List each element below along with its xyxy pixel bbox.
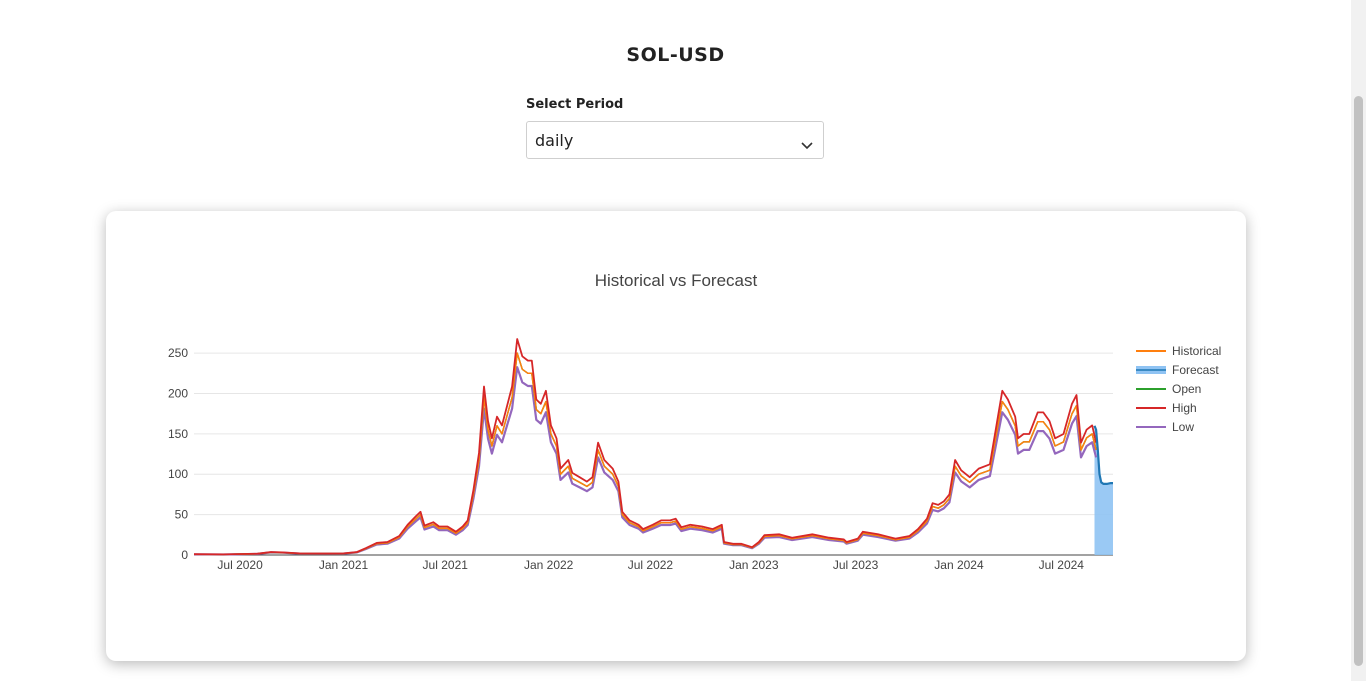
period-label: Select Period bbox=[526, 97, 624, 112]
x-tick-label: Jan 2021 bbox=[319, 558, 369, 572]
open-line bbox=[193, 352, 1097, 556]
chart: Historical vs Forecast Jul 2020 Jan 2021 J… bbox=[168, 271, 1221, 572]
low-line bbox=[193, 366, 1098, 556]
legend-label-open: Open bbox=[1172, 382, 1201, 396]
chart-title: Historical vs Forecast bbox=[595, 271, 758, 290]
legend-label-low: Low bbox=[1172, 420, 1194, 434]
y-tick-label: 150 bbox=[168, 427, 188, 441]
x-tick-label: Jul 2022 bbox=[628, 558, 674, 572]
y-tick-label: 200 bbox=[168, 386, 188, 400]
y-tick-label: 50 bbox=[175, 508, 189, 522]
y-tick-label: 0 bbox=[181, 548, 188, 562]
scrollbar-thumb[interactable] bbox=[1354, 96, 1363, 666]
x-tick-label: Jul 2023 bbox=[833, 558, 879, 572]
legend-label-high: High bbox=[1172, 401, 1197, 415]
x-tick-label: Jul 2021 bbox=[423, 558, 469, 572]
historical-line bbox=[193, 352, 1097, 556]
x-tick-label: Jan 2022 bbox=[524, 558, 574, 572]
scrollbar[interactable] bbox=[1351, 0, 1366, 681]
y-tick-label: 100 bbox=[168, 467, 188, 481]
y-tick-label: 250 bbox=[168, 346, 188, 360]
x-tick-label: Jan 2023 bbox=[729, 558, 779, 572]
legend-label-forecast: Forecast bbox=[1172, 363, 1219, 377]
x-tick-label: Jul 2024 bbox=[1039, 558, 1085, 572]
high-line bbox=[193, 338, 1097, 556]
legend-label-historical: Historical bbox=[1172, 344, 1221, 358]
x-tick-label: Jul 2020 bbox=[217, 558, 263, 572]
page-title: SOL-USD bbox=[626, 44, 725, 66]
period-select[interactable]: daily bbox=[526, 121, 824, 159]
period-select-value: daily bbox=[535, 131, 574, 150]
chevron-down-icon bbox=[801, 135, 813, 154]
forecast-area bbox=[1094, 425, 1113, 555]
chart-card: Historical vs Forecast Jul 2020 Jan 2021 J… bbox=[106, 211, 1246, 661]
forecast-line bbox=[1093, 425, 1113, 485]
x-tick-label: Jan 2024 bbox=[934, 558, 984, 572]
